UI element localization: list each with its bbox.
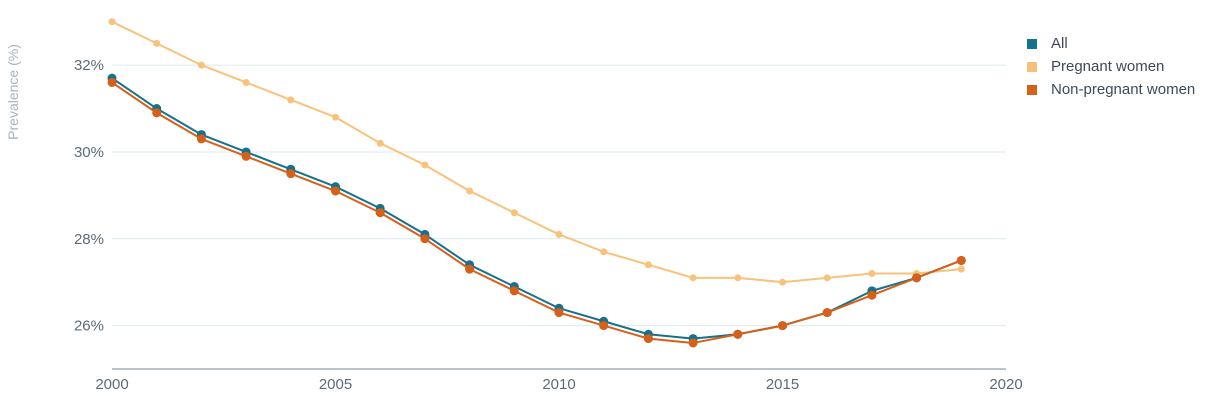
data-point — [600, 248, 608, 256]
series-non-pregnant-women — [107, 77, 966, 348]
data-point — [465, 264, 475, 274]
data-point — [599, 321, 609, 331]
legend-swatch — [1027, 38, 1037, 49]
legend-swatch — [1027, 84, 1037, 95]
y-tick-label: 28% — [74, 231, 104, 248]
data-point — [779, 278, 786, 286]
y-tick-label: 30% — [74, 144, 104, 161]
legend-item: Pregnant women — [1027, 55, 1195, 78]
data-point — [331, 186, 340, 196]
data-point — [242, 78, 250, 86]
y-tick-label: 32% — [74, 57, 104, 74]
data-point — [197, 61, 205, 69]
data-point — [286, 169, 296, 179]
legend-swatch — [1027, 61, 1037, 72]
x-tick-label: 2000 — [95, 376, 128, 393]
data-point — [956, 255, 966, 265]
legend-label: All — [1051, 35, 1068, 52]
data-point — [376, 139, 384, 147]
legend-item: All — [1027, 32, 1195, 55]
data-point — [957, 265, 965, 273]
gridlines: 26% 28% 30% 32% — [74, 57, 1006, 335]
legend: All Pregnant women Non-pregnant women — [1027, 32, 1195, 101]
x-tick-label: 2015 — [766, 376, 799, 393]
data-point — [643, 334, 653, 344]
data-point — [152, 108, 162, 118]
data-point — [867, 290, 877, 300]
data-point — [733, 329, 743, 339]
data-point — [466, 187, 474, 195]
data-point — [510, 209, 518, 217]
data-point — [420, 234, 430, 244]
series-line — [111, 81, 962, 344]
data-point — [778, 321, 787, 331]
legend-label: Non-pregnant women — [1051, 81, 1196, 98]
data-point — [912, 273, 922, 283]
data-point — [822, 308, 832, 318]
data-point — [241, 151, 251, 161]
x-tick-label: 2020 — [989, 376, 1022, 393]
data-point — [196, 134, 206, 144]
y-axis-label: Prevalence (%) — [5, 44, 21, 140]
x-tick-label: 2010 — [542, 376, 575, 393]
data-point — [509, 286, 519, 296]
axes: 2000 2005 2010 2015 2020 — [95, 368, 1023, 393]
data-point — [107, 77, 117, 87]
legend-item: Non-pregnant women — [1027, 78, 1195, 101]
data-point — [108, 18, 116, 26]
series-pregnant-women — [108, 18, 965, 286]
data-point — [421, 161, 429, 169]
data-point — [153, 39, 161, 47]
series-line — [111, 77, 962, 340]
data-point — [644, 261, 652, 269]
y-tick-label: 26% — [74, 318, 104, 335]
data-point — [823, 274, 831, 282]
series — [107, 18, 966, 348]
data-point — [868, 269, 876, 277]
series-line — [111, 20, 962, 284]
data-point — [689, 274, 697, 282]
data-point — [734, 274, 742, 282]
data-point — [332, 113, 339, 121]
x-tick-label: 2005 — [319, 376, 352, 393]
data-point — [554, 308, 564, 318]
data-point — [287, 96, 295, 104]
data-point — [375, 208, 385, 218]
legend-label: Pregnant women — [1051, 58, 1165, 75]
data-point — [555, 230, 563, 238]
data-point — [688, 338, 698, 348]
